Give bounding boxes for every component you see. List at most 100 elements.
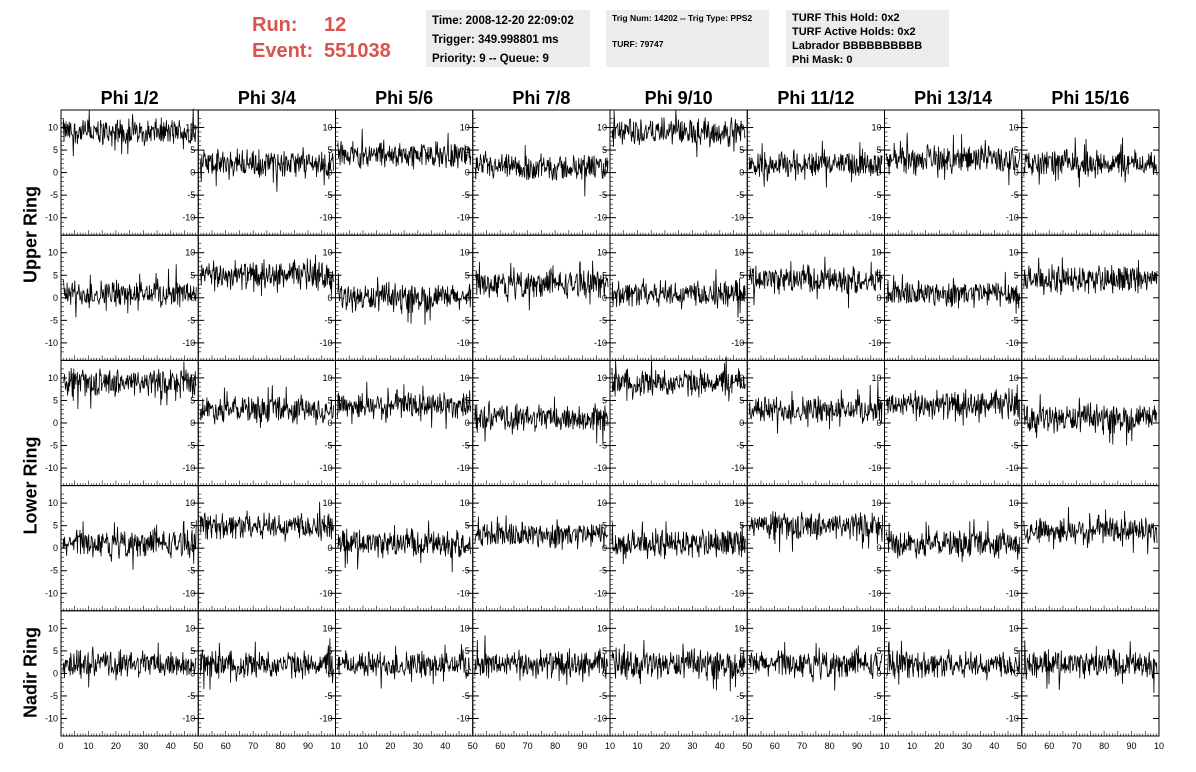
y-tick-label: 5 bbox=[53, 145, 58, 155]
y-tick-label: 5 bbox=[876, 395, 881, 405]
y-tick-label: -10 bbox=[1006, 588, 1019, 598]
y-tick-label: -10 bbox=[594, 588, 607, 598]
panel-frame bbox=[884, 359, 1023, 487]
y-tick-label: -5 bbox=[324, 315, 332, 325]
y-tick-label: 10 bbox=[460, 373, 470, 383]
event-value: 551038 bbox=[324, 40, 391, 62]
column-header: Phi 13/14 bbox=[914, 88, 993, 108]
y-tick-label: 5 bbox=[327, 521, 332, 531]
column-header: Phi 11/12 bbox=[777, 88, 855, 108]
y-tick-label: 5 bbox=[190, 145, 195, 155]
y-tick-label: -5 bbox=[1011, 315, 1019, 325]
y-tick-label: 0 bbox=[190, 668, 195, 678]
y-tick-label: -5 bbox=[462, 315, 470, 325]
time-trigger-box: Time: 2008-12-20 22:09:02 Trigger: 349.9… bbox=[426, 10, 590, 67]
y-tick-label: 0 bbox=[465, 168, 470, 178]
y-tick-label: 5 bbox=[53, 521, 58, 531]
waveform-trace bbox=[337, 520, 472, 573]
waveform-trace bbox=[886, 132, 1021, 186]
x-tick-label: 30 bbox=[413, 741, 423, 751]
panel-frame bbox=[60, 610, 199, 737]
y-tick-label: 10 bbox=[871, 123, 881, 133]
x-tick-label: 90 bbox=[852, 741, 862, 751]
y-tick-label: -5 bbox=[324, 566, 332, 576]
y-tick-label: -10 bbox=[45, 713, 58, 723]
y-tick-label: 10 bbox=[871, 498, 881, 508]
panel-frame bbox=[746, 359, 885, 487]
y-tick-label: 10 bbox=[871, 248, 881, 258]
x-tick-label: 10 bbox=[632, 741, 642, 751]
x-tick-label: 80 bbox=[825, 741, 835, 751]
y-tick-label: -5 bbox=[1011, 566, 1019, 576]
trigger-text: Trigger: 349.998801 ms bbox=[432, 34, 559, 46]
x-tick-label: 80 bbox=[1099, 741, 1109, 751]
y-tick-label: -5 bbox=[462, 691, 470, 701]
y-tick-label: 10 bbox=[1009, 623, 1019, 633]
turf-hold-box: TURF This Hold: 0x2 TURF Active Holds: 0… bbox=[786, 10, 949, 67]
x-tick-label: 50 bbox=[193, 741, 203, 751]
y-tick-label: -10 bbox=[182, 213, 195, 223]
y-tick-label: 5 bbox=[876, 145, 881, 155]
panel-frame bbox=[746, 485, 885, 612]
waveform-trace bbox=[62, 520, 197, 570]
y-tick-label: 0 bbox=[739, 293, 744, 303]
y-tick-label: 0 bbox=[602, 418, 607, 428]
panel-frame bbox=[1021, 234, 1160, 361]
y-tick-label: 10 bbox=[322, 623, 332, 633]
y-tick-label: -10 bbox=[868, 338, 881, 348]
y-tick-label: 10 bbox=[185, 373, 195, 383]
y-tick-label: 10 bbox=[322, 498, 332, 508]
y-tick-label: 0 bbox=[602, 168, 607, 178]
y-tick-label: -10 bbox=[731, 463, 744, 473]
x-tick-label: 10 bbox=[907, 741, 917, 751]
y-tick-label: 0 bbox=[876, 543, 881, 553]
waveform-trace bbox=[748, 511, 883, 553]
y-tick-label: 10 bbox=[48, 373, 58, 383]
y-tick-label: -10 bbox=[594, 338, 607, 348]
y-tick-label: 10 bbox=[185, 248, 195, 258]
x-tick-label: 10 bbox=[83, 741, 93, 751]
y-tick-label: -5 bbox=[1011, 441, 1019, 451]
y-tick-label: 10 bbox=[185, 498, 195, 508]
x-tick-label: 80 bbox=[550, 741, 560, 751]
waveform-trace bbox=[474, 260, 609, 311]
y-tick-label: 5 bbox=[739, 521, 744, 531]
y-tick-label: 10 bbox=[48, 248, 58, 258]
waveform-trace bbox=[474, 635, 609, 686]
y-tick-label: -10 bbox=[319, 213, 332, 223]
y-tick-label: 0 bbox=[602, 293, 607, 303]
y-tick-label: -5 bbox=[1011, 691, 1019, 701]
y-tick-label: -5 bbox=[873, 441, 881, 451]
y-tick-label: -5 bbox=[736, 566, 744, 576]
y-tick-label: 5 bbox=[327, 145, 332, 155]
y-tick-label: 0 bbox=[1014, 418, 1019, 428]
y-tick-label: 5 bbox=[1014, 521, 1019, 531]
y-tick-label: 5 bbox=[739, 270, 744, 280]
y-tick-label: -10 bbox=[1006, 713, 1019, 723]
y-tick-label: 5 bbox=[465, 395, 470, 405]
y-tick-label: 10 bbox=[322, 248, 332, 258]
y-tick-label: -10 bbox=[731, 588, 744, 598]
y-tick-label: 5 bbox=[1014, 646, 1019, 656]
x-tick-label: 20 bbox=[111, 741, 121, 751]
y-tick-label: -5 bbox=[599, 315, 607, 325]
y-tick-label: 0 bbox=[190, 293, 195, 303]
x-tick-label: 30 bbox=[138, 741, 148, 751]
y-tick-label: -10 bbox=[45, 213, 58, 223]
y-tick-label: -10 bbox=[1006, 463, 1019, 473]
y-tick-label: -10 bbox=[1006, 338, 1019, 348]
x-tick-label: 60 bbox=[1044, 741, 1054, 751]
y-tick-label: 5 bbox=[465, 646, 470, 656]
y-tick-label: 10 bbox=[460, 623, 470, 633]
panel-frame bbox=[1021, 109, 1160, 236]
waveform-trace bbox=[748, 256, 883, 309]
y-tick-label: 5 bbox=[53, 270, 58, 280]
y-tick-label: 0 bbox=[1014, 668, 1019, 678]
y-tick-label: -10 bbox=[594, 713, 607, 723]
y-tick-label: -5 bbox=[187, 691, 195, 701]
y-tick-label: 5 bbox=[190, 395, 195, 405]
x-tick-label: 10 bbox=[330, 741, 340, 751]
y-tick-label: 10 bbox=[460, 498, 470, 508]
y-tick-label: 5 bbox=[53, 395, 58, 405]
y-tick-label: 10 bbox=[597, 373, 607, 383]
